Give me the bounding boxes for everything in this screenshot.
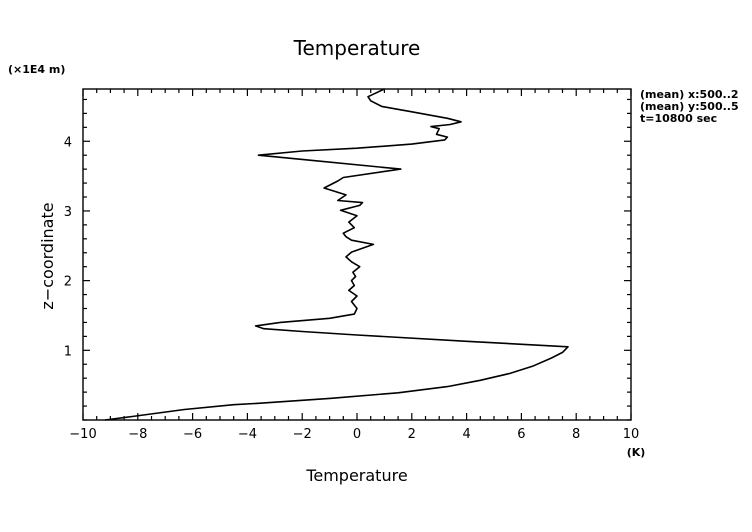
annotation-x-mean: (mean) x:500..2 (640, 88, 739, 101)
axis-ticks (82, 89, 632, 421)
x-tick-label: −2 (293, 427, 312, 442)
x-tick-label: −6 (183, 427, 202, 442)
x-tick-labels: −10 −8 −6 −4 −2 0 2 4 6 8 10 (69, 427, 639, 442)
y-tick-labels: 1 2 3 4 (64, 135, 72, 359)
x-tick-label: 2 (408, 427, 416, 442)
y-tick-label: 2 (64, 275, 72, 290)
x-tick-label: 6 (517, 427, 525, 442)
x-tick-label: 8 (572, 427, 580, 442)
chart-title: Temperature (293, 36, 421, 60)
x-axis-label: Temperature (305, 466, 407, 485)
plot-frame (82, 88, 632, 421)
annotation-time: t=10800 sec (640, 112, 717, 125)
x-tick-label: 10 (623, 427, 640, 442)
x-tick-label: −10 (69, 427, 96, 442)
y-tick-label: 1 (64, 344, 72, 359)
y-tick-label: 4 (64, 135, 72, 150)
y-axis-label: z−coordinate (38, 202, 57, 309)
x-axis-unit: (K) (627, 446, 646, 459)
x-tick-label: 4 (462, 427, 470, 442)
x-tick-label: −8 (128, 427, 147, 442)
temperature-profile-line (104, 88, 569, 421)
annotation-y-mean: (mean) y:500..5 (640, 100, 739, 113)
y-axis-unit: (×1E4 m) (8, 63, 65, 76)
x-tick-label: 0 (353, 427, 361, 442)
y-tick-label: 3 (64, 205, 72, 220)
x-tick-label: −4 (238, 427, 257, 442)
